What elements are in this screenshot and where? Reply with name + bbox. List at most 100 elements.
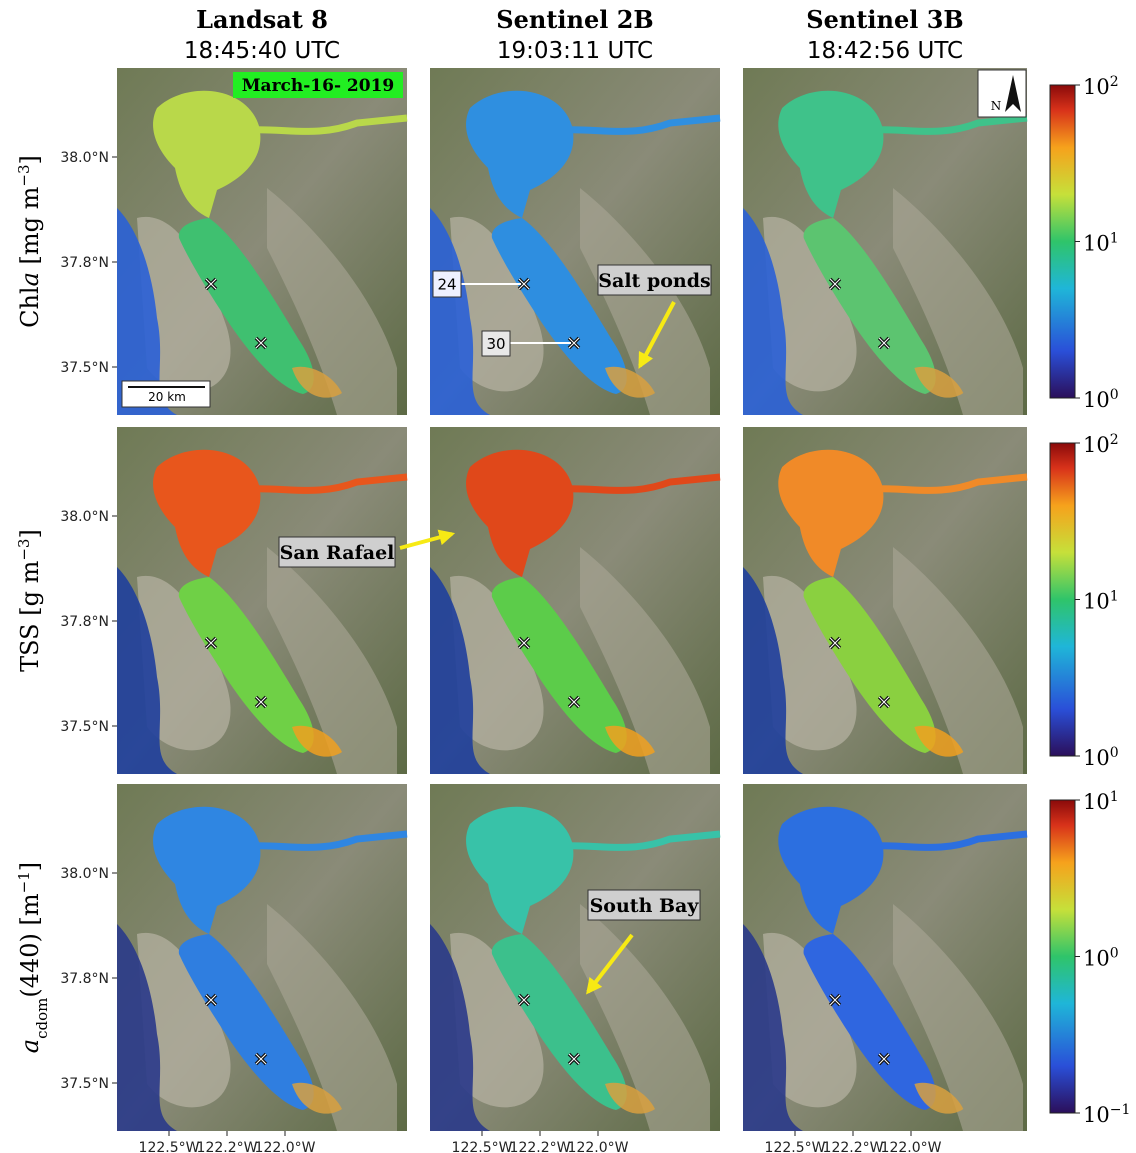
urban bbox=[763, 216, 857, 392]
date-label: March-16- 2019 bbox=[242, 76, 395, 96]
colorbar bbox=[1049, 442, 1076, 757]
row-label-part: −3 bbox=[15, 539, 33, 561]
colorbar-exp: 0 bbox=[1110, 745, 1119, 761]
x-tick-label: 122.5°W bbox=[765, 1140, 826, 1153]
y-tick-label: 37.8°N bbox=[60, 971, 109, 987]
colorbar-label: 102 bbox=[1083, 74, 1119, 99]
south-bay bbox=[178, 934, 314, 1110]
ocean bbox=[430, 924, 490, 1131]
station-marker bbox=[518, 278, 530, 290]
row-label-part: (440) [m bbox=[16, 893, 44, 998]
x-tick-label: 122.0°W bbox=[255, 1140, 316, 1153]
y-tick-label: 37.5°N bbox=[60, 719, 109, 735]
salt-ponds bbox=[605, 366, 655, 398]
river bbox=[870, 114, 1028, 135]
x-tick-label: 122.0°W bbox=[568, 1140, 629, 1153]
river bbox=[870, 473, 1028, 494]
south-bay bbox=[178, 218, 314, 394]
colorbar-exp: 0 bbox=[1110, 387, 1119, 403]
salt-ponds bbox=[914, 366, 964, 398]
north-label: N bbox=[991, 99, 1002, 113]
map-panel bbox=[117, 427, 408, 774]
colorbar-label: 100 bbox=[1083, 745, 1119, 770]
salt-ponds bbox=[605, 1082, 655, 1114]
colorbar-exp: 1 bbox=[1110, 231, 1119, 247]
row-label-part: a bbox=[16, 1039, 44, 1053]
bay bbox=[466, 90, 721, 398]
colorbar-label: 100 bbox=[1083, 387, 1119, 412]
ocean bbox=[743, 924, 803, 1131]
x-tick-label: 122.5°W bbox=[452, 1140, 513, 1153]
salt-ponds bbox=[292, 1082, 342, 1114]
station-marker bbox=[205, 994, 217, 1006]
north-bay bbox=[466, 449, 574, 577]
salt-ponds bbox=[292, 366, 342, 398]
bay bbox=[466, 449, 721, 757]
row-label: TSS [g m−3] bbox=[15, 529, 44, 672]
station-marker bbox=[568, 696, 580, 708]
y-tick-label: 38.0°N bbox=[60, 150, 109, 166]
colorbar-exp: 2 bbox=[1110, 74, 1119, 90]
y-tick-label: 37.8°N bbox=[60, 255, 109, 271]
row-label: acdom(440) [m−1] bbox=[15, 862, 51, 1053]
river bbox=[246, 114, 408, 135]
north-arrow bbox=[1005, 75, 1021, 112]
salt-ponds-label: Salt ponds bbox=[598, 270, 710, 292]
scale-label: 20 km bbox=[148, 390, 186, 404]
colorbar-label: 100 bbox=[1083, 946, 1119, 971]
south-bay bbox=[491, 218, 627, 394]
colorbar-label: 102 bbox=[1083, 432, 1119, 457]
scale-box bbox=[121, 380, 211, 408]
date-box bbox=[233, 72, 403, 98]
urban bbox=[580, 547, 710, 774]
urban bbox=[137, 575, 231, 751]
map-panel bbox=[743, 427, 1028, 774]
station-marker bbox=[568, 337, 580, 349]
y-tick-label: 37.8°N bbox=[60, 614, 109, 630]
colorbar-base: 10 bbox=[1083, 75, 1110, 99]
urban bbox=[450, 575, 544, 751]
colorbar-base: 10 bbox=[1083, 746, 1110, 770]
y-tick-label: 38.0°N bbox=[60, 509, 109, 525]
north-bay bbox=[153, 806, 261, 934]
map-panel bbox=[117, 68, 408, 415]
x-tick-label: 122.2°W bbox=[197, 1140, 258, 1153]
station-marker bbox=[878, 1053, 890, 1065]
colorbar-exp: 0 bbox=[1110, 946, 1119, 962]
map-panel bbox=[743, 68, 1028, 415]
river bbox=[559, 830, 721, 851]
north-bay bbox=[778, 806, 884, 934]
row-label-part: ] bbox=[16, 862, 44, 871]
river bbox=[559, 473, 721, 494]
colorbar-label: 101 bbox=[1083, 231, 1119, 256]
x-tick-label: 122.2°W bbox=[510, 1140, 571, 1153]
column-title: Landsat 8 bbox=[196, 5, 328, 34]
station-marker bbox=[518, 637, 530, 649]
y-tick-label: 37.5°N bbox=[60, 1076, 109, 1092]
salt-ponds bbox=[914, 725, 964, 757]
river bbox=[246, 473, 408, 494]
station-marker bbox=[255, 696, 267, 708]
colorbar-exp: 1 bbox=[1110, 789, 1119, 805]
urban bbox=[137, 932, 231, 1108]
row-label-part: cdom bbox=[33, 998, 51, 1039]
map-panel bbox=[430, 784, 721, 1131]
south-bay bbox=[491, 934, 627, 1110]
station-marker bbox=[829, 994, 841, 1006]
station-a-label-box bbox=[432, 270, 462, 298]
urban bbox=[580, 188, 710, 415]
ocean bbox=[430, 567, 490, 774]
colorbar-base: 10 bbox=[1083, 388, 1110, 412]
arrow bbox=[399, 529, 456, 550]
ocean bbox=[430, 208, 490, 415]
row-label-part: ] bbox=[16, 529, 44, 538]
bay bbox=[153, 90, 408, 398]
south-bay bbox=[491, 577, 627, 753]
salt-ponds bbox=[605, 725, 655, 757]
south-bay-label-box bbox=[587, 889, 701, 921]
urban bbox=[763, 932, 857, 1108]
south-bay bbox=[178, 577, 314, 753]
urban bbox=[893, 904, 1023, 1131]
urban bbox=[267, 904, 397, 1131]
x-tick-label: 122.5°W bbox=[139, 1140, 200, 1153]
